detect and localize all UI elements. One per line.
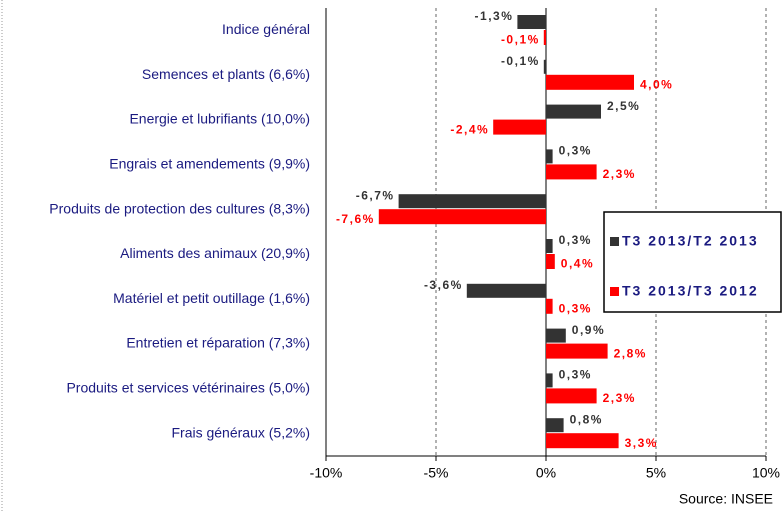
bar <box>546 373 553 388</box>
bar <box>517 15 546 29</box>
value-label: 0,8% <box>570 412 603 426</box>
category-label: Produits de protection des cultures (8,3… <box>49 200 310 216</box>
x-tick-label: -10% <box>310 465 343 481</box>
category-label: Entretien et réparation (7,3%) <box>126 335 310 351</box>
value-label: 3,3% <box>625 436 658 450</box>
bar <box>546 388 597 404</box>
value-label: 0,3% <box>559 368 592 382</box>
bar <box>546 239 553 253</box>
value-label: 0,9% <box>572 323 605 337</box>
legend-label: T3 2013/T2 2013 <box>622 233 759 249</box>
legend-swatch <box>610 237 619 246</box>
value-label: 0,3% <box>559 233 592 247</box>
value-label: -0,1% <box>501 33 540 47</box>
value-label: 2,8% <box>614 346 647 360</box>
bar <box>546 298 553 314</box>
legend: T3 2013/T2 2013 T3 2013/T3 2012 <box>603 211 782 313</box>
bar <box>378 209 546 225</box>
bar <box>546 149 553 164</box>
source: Source: INSEE <box>679 491 773 507</box>
bar <box>546 343 608 359</box>
bar <box>543 59 546 74</box>
bar <box>546 418 564 433</box>
value-label: 2,3% <box>603 391 636 405</box>
bar <box>546 328 566 343</box>
value-label: -2,4% <box>450 122 489 136</box>
x-tick-label: 5% <box>646 465 666 481</box>
bar <box>546 74 634 90</box>
value-label: -1,3% <box>475 9 514 23</box>
value-label: -0,1% <box>501 54 540 68</box>
bar <box>398 194 546 209</box>
value-label: 2,3% <box>603 167 636 181</box>
value-label: 4,0% <box>640 77 673 91</box>
bar <box>493 119 546 135</box>
bar <box>466 283 546 298</box>
bar <box>546 104 601 119</box>
category-label: Energie et lubrifiants (10,0%) <box>129 111 310 127</box>
bar <box>546 254 555 269</box>
value-label: -6,7% <box>356 188 395 202</box>
category-label: Indice général <box>222 21 310 37</box>
legend-label: T3 2013/T3 2012 <box>622 283 759 299</box>
value-label: -3,6% <box>424 278 463 292</box>
value-label: 0,3% <box>559 144 592 158</box>
category-label: Frais généraux (5,2%) <box>171 424 310 440</box>
value-label: 0,3% <box>559 301 592 315</box>
bar <box>543 30 546 45</box>
category-label: Engrais et amendements (9,9%) <box>109 156 310 172</box>
category-label: Semences et plants (6,6%) <box>142 66 310 82</box>
category-label: Produits et services vétérinaires (5,0%) <box>66 380 310 396</box>
value-label: 0,4% <box>561 257 594 271</box>
x-tick-label: 0% <box>536 465 556 481</box>
x-tick-label: 10% <box>752 465 780 481</box>
value-label: 2,5% <box>607 99 640 113</box>
category-label: Matériel et petit outillage (1,6%) <box>113 290 310 306</box>
category-label: Aliments des animaux (20,9%) <box>120 245 310 261</box>
bar <box>546 433 619 449</box>
legend-swatch <box>610 287 619 296</box>
x-tick-label: -5% <box>424 465 449 481</box>
bar <box>546 164 597 180</box>
value-label: -7,6% <box>336 212 375 226</box>
legend-box <box>603 211 782 313</box>
